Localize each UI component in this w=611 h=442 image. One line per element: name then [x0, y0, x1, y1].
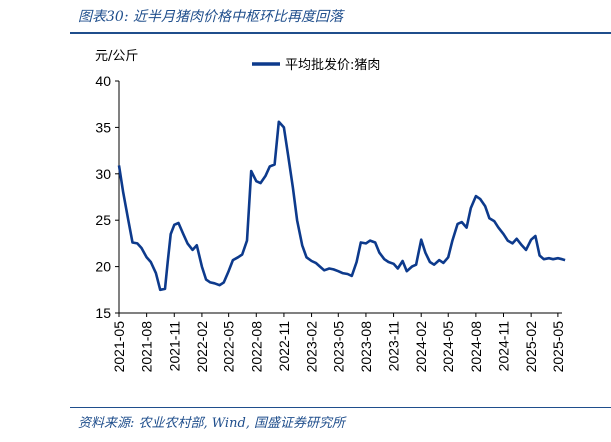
x-tick-label: 2021-11 — [166, 321, 182, 372]
x-tick-label: 2023-08 — [358, 321, 374, 373]
footer-divider — [70, 407, 611, 408]
y-tick-label: 20 — [95, 259, 111, 275]
figure-caption: 图表30: 近半月猪肉价格中枢环比再度回落 — [78, 9, 343, 25]
x-tick-label: 2024-08 — [468, 321, 484, 373]
x-tick-label: 2025-05 — [550, 321, 566, 373]
x-tick-label: 2023-02 — [304, 321, 320, 373]
x-tick-label: 2021-08 — [139, 321, 155, 373]
legend-label: 平均批发价:猪肉 — [285, 57, 380, 73]
x-tick-label: 2024-02 — [413, 321, 429, 373]
y-axis-unit: 元/公斤 — [95, 49, 138, 64]
x-tick-label: 2022-11 — [276, 321, 292, 372]
x-tick-label: 2024-11 — [496, 321, 512, 372]
y-tick-label: 30 — [95, 166, 111, 182]
x-tick-label: 2021-05 — [111, 321, 127, 373]
x-ticks: 2021-05 2021-08 2021-11 2022-02 2022-05 2022-… — [111, 313, 566, 372]
y-ticks: 15 20 25 30 35 40 — [95, 73, 119, 321]
y-tick-label: 15 — [95, 305, 111, 321]
legend: 平均批发价:猪肉 — [252, 57, 380, 73]
y-tick-label: 40 — [95, 73, 111, 89]
x-tick-label: 2022-02 — [194, 321, 210, 373]
y-tick-label: 35 — [95, 119, 111, 135]
y-tick-label: 25 — [95, 212, 111, 228]
x-tick-label: 2023-11 — [386, 321, 402, 372]
source-note: 资料来源: 农业农村部, Wind, 国盛证券研究所 — [78, 416, 346, 431]
x-tick-label: 2024-05 — [440, 321, 456, 373]
x-tick-label: 2022-05 — [221, 321, 237, 373]
x-tick-label: 2022-08 — [248, 321, 264, 373]
series-line-pork-price — [117, 120, 566, 292]
x-tick-label: 2025-02 — [523, 321, 539, 373]
x-tick-label: 2023-05 — [330, 321, 346, 373]
caption-divider — [70, 32, 611, 34]
axes — [118, 81, 562, 314]
